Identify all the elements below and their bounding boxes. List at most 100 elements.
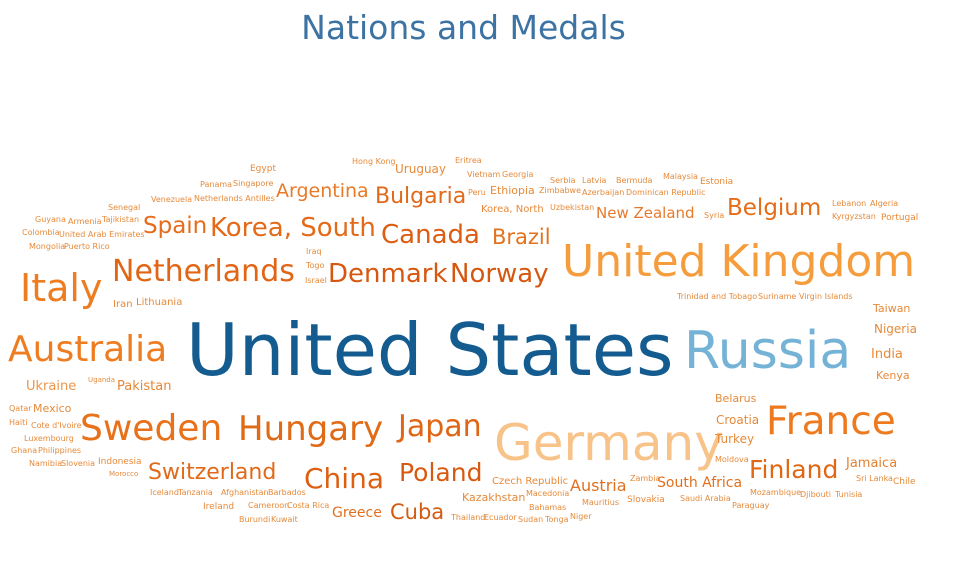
word-austria: Austria [570, 476, 627, 495]
word-togo: Togo [305, 261, 325, 270]
word-australia: Australia [8, 329, 167, 370]
word-bahamas: Bahamas [529, 503, 566, 512]
word-latvia: Latvia [582, 176, 606, 185]
word-saudi-arabia: Saudi Arabia [680, 494, 731, 503]
word-vietnam: Vietnam [467, 170, 501, 179]
word-bulgaria: Bulgaria [375, 184, 466, 209]
word-kenya: Kenya [876, 369, 910, 382]
word-netherlands-antilles: Netherlands Antilles [194, 194, 275, 203]
word-namibia: Namibia [29, 459, 62, 468]
word-kyrgyzstan: Kyrgyzstan [832, 212, 876, 221]
word-sudan: Sudan [518, 515, 543, 524]
word-italy: Italy [20, 266, 102, 310]
word-new-zealand: New Zealand [596, 204, 695, 222]
word-macedonia: Macedonia [526, 489, 569, 498]
word-ghana: Ghana [11, 446, 37, 455]
word-germany: Germany [494, 414, 724, 472]
word-norway: Norway [450, 259, 549, 289]
word-paraguay: Paraguay [732, 501, 770, 510]
word-iraq: Iraq [306, 247, 322, 256]
word-indonesia: Indonesia [98, 457, 142, 467]
word-tajikistan: Tajikistan [101, 215, 139, 224]
word-ireland: Ireland [203, 502, 234, 512]
word-venezuela: Venezuela [151, 195, 192, 204]
word-virgin-islands: Virgin Islands [799, 292, 853, 301]
word-uzbekistan: Uzbekistan [550, 203, 594, 212]
word-bermuda: Bermuda [616, 176, 653, 185]
word-korea-north: Korea, North [481, 204, 544, 215]
word-pakistan: Pakistan [117, 379, 171, 394]
word-armenia: Armenia [68, 217, 102, 226]
word-peru: Peru [468, 188, 486, 197]
word-malaysia: Malaysia [663, 172, 698, 181]
word-syria: Syria [704, 211, 724, 220]
word-mongolia: Mongolia [29, 242, 65, 251]
word-senegal: Senegal [108, 203, 140, 212]
word-costa-rica: Costa Rica [287, 501, 329, 510]
word-ecuador: Ecuador [484, 513, 517, 522]
word-mauritius: Mauritius [582, 498, 619, 507]
word-uruguay: Uruguay [395, 162, 446, 176]
word-kazakhstan: Kazakhstan [462, 491, 525, 504]
word-belarus: Belarus [715, 392, 757, 405]
word-mexico: Mexico [33, 402, 72, 415]
word-india: India [871, 347, 903, 362]
word-slovenia: Slovenia [61, 459, 95, 468]
word-finland: Finland [749, 455, 838, 484]
word-france: France [766, 399, 896, 444]
word-slovakia: Slovakia [627, 495, 665, 505]
word-israel: Israel [305, 276, 327, 285]
word-korea-south: Korea, South [210, 213, 376, 243]
word-ukraine: Ukraine [26, 379, 76, 394]
word-argentina: Argentina [276, 180, 369, 202]
word-philippines: Philippines [38, 446, 81, 455]
word-south-africa: South Africa [657, 475, 742, 491]
word-azerbaijan: Azerbaijan [582, 188, 624, 197]
word-ethiopia: Ethiopia [490, 184, 535, 197]
word-lebanon: Lebanon [832, 199, 866, 208]
word-netherlands: Netherlands [112, 254, 295, 289]
chart-title: Nations and Medals [301, 8, 626, 47]
word-czech-republic: Czech Republic [492, 476, 568, 487]
word-afghanistan: Afghanistan [221, 488, 269, 497]
word-hong-kong: Hong Kong [352, 157, 396, 166]
word-jamaica: Jamaica [845, 456, 897, 471]
word-moldova: Moldova [715, 455, 749, 464]
word-mozambique: Mozambique [750, 488, 801, 497]
word-switzerland: Switzerland [148, 460, 276, 485]
word-taiwan: Taiwan [872, 302, 910, 315]
word-united-kingdom: United Kingdom [562, 236, 915, 287]
word-tonga: Tonga [544, 515, 569, 524]
word-panama: Panama [200, 180, 232, 189]
word-turkey: Turkey [714, 432, 754, 446]
word-portugal: Portugal [881, 213, 918, 223]
word-greece: Greece [332, 505, 382, 521]
word-cote-d-ivoire: Cote d'Ivoire [31, 421, 82, 430]
word-zimbabwe: Zimbabwe [539, 186, 581, 195]
word-poland: Poland [399, 458, 482, 487]
word-sri-lanka: Sri Lanka [856, 474, 893, 483]
word-cuba: Cuba [390, 500, 444, 524]
word-tunisia: Tunisia [834, 490, 862, 499]
word-morocco: Morocco [109, 470, 138, 478]
word-qatar: Qatar [9, 404, 32, 413]
word-hungary: Hungary [238, 409, 383, 449]
word-brazil: Brazil [492, 225, 551, 249]
word-belgium: Belgium [727, 195, 821, 221]
word-egypt: Egypt [250, 164, 276, 174]
word-burundi: Burundi [239, 515, 270, 524]
word-colombia: Colombia [22, 228, 60, 237]
word-eritrea: Eritrea [455, 156, 482, 165]
word-puerto-rico: Puerto Rico [64, 242, 110, 251]
word-serbia: Serbia [550, 176, 576, 185]
word-zambia: Zambia [630, 474, 660, 483]
word-trinidad-and-tobago: Trinidad and Tobago [676, 292, 757, 301]
word-niger: Niger [570, 512, 592, 521]
word-lithuania: Lithuania [136, 297, 182, 308]
word-chile: Chile [893, 477, 916, 487]
word-tanzania: Tanzania [177, 488, 213, 497]
word-haiti: Haiti [9, 418, 28, 427]
word-algeria: Algeria [870, 199, 898, 208]
word-luxembourg: Luxembourg [24, 434, 74, 443]
